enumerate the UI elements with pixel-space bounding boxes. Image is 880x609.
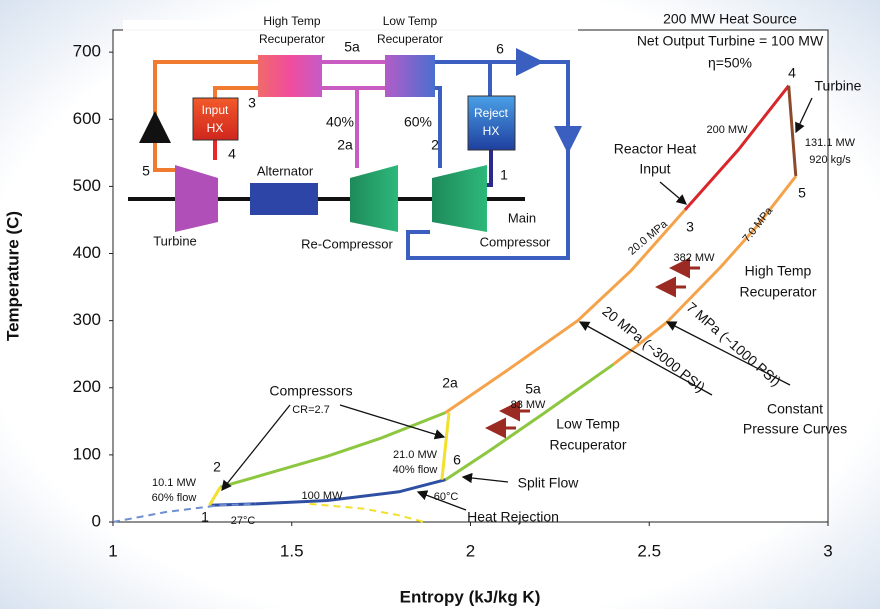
x-tick-label: 2.5 — [637, 541, 661, 560]
schematic-label: 4 — [228, 146, 236, 162]
schematic-label: 2 — [431, 137, 439, 153]
y-tick-label: 0 — [92, 511, 101, 530]
y-axis-label: Temperature (C) — [3, 211, 22, 341]
annotation: 2 — [213, 459, 221, 475]
annotation: 60°C — [434, 491, 459, 503]
annotation: Turbine — [815, 78, 862, 94]
cycle-line — [309, 502, 425, 523]
schematic-label: 6 — [496, 41, 504, 57]
annotation: 2a — [442, 375, 458, 391]
annotation: Heat Rejection — [467, 509, 559, 525]
annotation: 5a — [525, 381, 541, 397]
annotation: 382 MW — [674, 252, 716, 264]
annotation: Split Flow — [518, 475, 580, 491]
y-tick-label: 100 — [73, 444, 101, 463]
schematic-label: Input — [202, 103, 229, 117]
annotation: 10.1 MW — [152, 477, 197, 489]
cycle-line — [440, 412, 451, 480]
annotation: Constant — [767, 401, 823, 417]
annotation: Input — [639, 161, 670, 177]
annotation: Low Temp — [556, 416, 620, 432]
cycle-line — [112, 502, 257, 523]
x-tick-label: 1.5 — [280, 541, 304, 560]
annotation: 5 — [798, 185, 806, 201]
annotation: 60% flow — [152, 492, 197, 504]
cycle-line — [209, 478, 446, 507]
schematic-label: 5 — [142, 163, 150, 179]
y-tick-label: 600 — [73, 109, 101, 128]
annotation: 920 kg/s — [809, 154, 851, 166]
annotation: 131.1 MW — [805, 137, 856, 149]
annotation: 3 — [686, 219, 694, 235]
schematic-label: HX — [483, 124, 500, 138]
annotation: Net Output Turbine = 100 MW — [637, 33, 824, 49]
y-tick-label: 300 — [73, 310, 101, 329]
annotation: 40% flow — [393, 464, 438, 476]
cycle-line — [787, 85, 798, 177]
annotation: CR=2.7 — [292, 404, 330, 416]
schematic-label: High Temp — [263, 14, 320, 28]
x-tick-label: 2 — [466, 541, 475, 560]
schematic-label: Compressor — [480, 234, 551, 249]
y-tick-label: 200 — [73, 377, 101, 396]
x-tick-label: 1 — [108, 541, 117, 560]
cycle-line — [683, 84, 790, 211]
annotation: 200 MW Heat Source — [663, 11, 797, 27]
schematic-label: Turbine — [153, 233, 197, 248]
annotation: Pressure Curves — [743, 421, 847, 437]
annotation: 83 MW — [511, 399, 546, 411]
annotation: Recuperator — [739, 284, 816, 300]
schematic-label: Recuperator — [259, 32, 325, 46]
annotation: 100 MW — [302, 490, 344, 502]
y-tick-label: 700 — [73, 42, 101, 61]
schematic-label: 5a — [344, 39, 360, 55]
schematic-label: 60% — [404, 114, 432, 130]
schematic-label: 2a — [337, 137, 353, 153]
schematic-label: Reject — [474, 106, 509, 120]
annotation: η=50% — [708, 55, 752, 71]
schematic-label: Main — [508, 210, 536, 225]
cycle-line — [612, 175, 797, 366]
annotation: Compressors — [269, 383, 352, 399]
schematic-label: 40% — [326, 114, 354, 130]
schematic — [123, 20, 582, 265]
schematic-label: 1 — [500, 167, 508, 183]
schematic-label: 3 — [248, 95, 256, 111]
y-tick-label: 500 — [73, 176, 101, 195]
cycle-line — [444, 363, 615, 481]
annotation: Recuperator — [549, 437, 626, 453]
annotation: 1 — [201, 509, 209, 525]
schematic-label: Recuperator — [377, 32, 443, 46]
y-tick-label: 400 — [73, 243, 101, 262]
annotation: 6 — [453, 452, 461, 468]
annotation: 4 — [788, 65, 796, 81]
annotation: 27°C — [231, 515, 256, 527]
annotation: Reactor Heat — [614, 141, 697, 157]
x-tick-label: 3 — [823, 541, 832, 560]
schematic-label: Alternator — [257, 163, 314, 178]
schematic-label: Low Temp — [383, 14, 438, 28]
schematic-label: HX — [207, 121, 224, 135]
cycle-line — [208, 486, 222, 506]
x-axis-label: Entropy (kJ/kg K) — [400, 587, 541, 606]
annotation: 200 MW — [707, 124, 749, 136]
pointer-arrows — [221, 97, 813, 511]
cycle-line — [444, 208, 687, 414]
schematic-label: Re-Compressor — [301, 236, 393, 251]
annotation: 21.0 MW — [393, 449, 438, 461]
heat-arrows — [485, 257, 700, 439]
cycle-line — [219, 411, 447, 489]
annotation: High Temp — [745, 263, 812, 279]
